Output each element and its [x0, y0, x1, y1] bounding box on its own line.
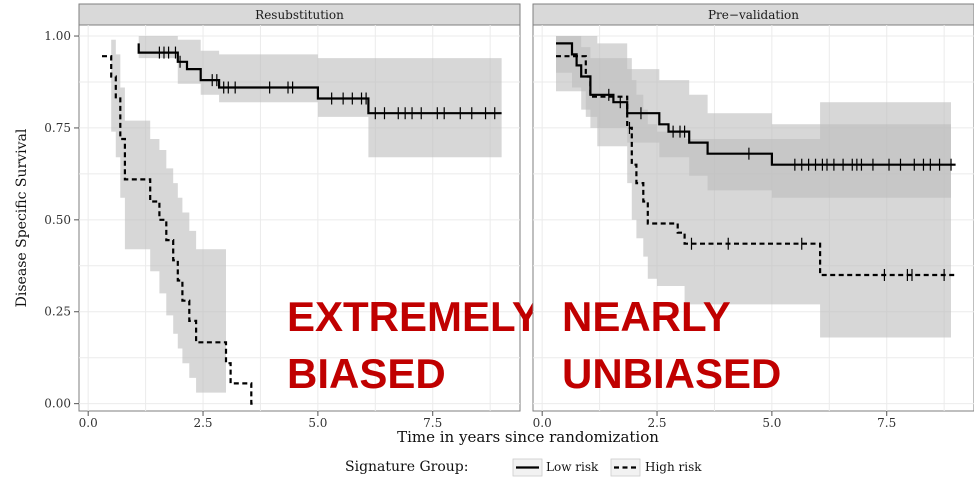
panel-pre-validation: Pre−validation NEARLY UNBIASED: [532, 3, 974, 412]
legend-title: Signature Group:: [345, 459, 468, 475]
legend-label-low: Low risk: [546, 460, 599, 474]
confidence-band-high: [556, 36, 951, 338]
annotation-line-2: UNBIASED: [562, 350, 781, 397]
km-curves: [102, 43, 502, 405]
legend-label-high: High risk: [645, 460, 702, 474]
x-tick-label: 7.5: [423, 416, 442, 430]
x-tick-label: 0.0: [79, 416, 98, 430]
panel-resubstitution: Resubstitution EXTREMELY BIASED: [78, 3, 540, 412]
confidence-band-high: [111, 39, 226, 404]
x-tick-label: 5.0: [762, 416, 781, 430]
x-tick-label: 7.5: [877, 416, 896, 430]
y-tick-label: 0.25: [44, 305, 71, 319]
km-curves: [556, 42, 956, 277]
y-axis-title: Disease Specific Survival: [14, 128, 30, 307]
y-axis: 0.00 0.25 0.50 0.75 1.00: [44, 29, 79, 411]
panel-title: Resubstitution: [255, 8, 344, 22]
censor-marks: [158, 46, 496, 120]
y-tick-label: 1.00: [44, 29, 71, 43]
x-tick-label: 5.0: [308, 416, 327, 430]
x-axis-title: Time in years since randomization: [397, 428, 659, 446]
km-line-low: [137, 43, 502, 115]
annotation-line-1: NEARLY: [562, 293, 731, 340]
confidence-bands: [111, 36, 502, 404]
annotation-line-1: EXTREMELY: [287, 293, 540, 340]
legend: Signature Group: Low risk High risk: [345, 458, 702, 477]
confidence-band-low: [138, 36, 502, 158]
x-tick-label: 2.5: [193, 416, 212, 430]
annotation-line-2: BIASED: [287, 350, 446, 397]
x-tick-label: 0.0: [533, 416, 552, 430]
panel-title: Pre−validation: [708, 8, 799, 22]
y-tick-label: 0.50: [44, 213, 71, 227]
x-axis: 0.0 2.5 5.0 7.5 0.0 2.5 5.0 7.5: [79, 411, 896, 430]
km-line-high: [102, 55, 254, 405]
y-tick-label: 0.75: [44, 121, 71, 135]
km-line-high: [556, 55, 956, 277]
y-tick-label: 0.00: [44, 397, 71, 411]
x-tick-label: 2.5: [647, 416, 666, 430]
censor-marks: [608, 88, 952, 281]
confidence-bands: [556, 36, 951, 338]
